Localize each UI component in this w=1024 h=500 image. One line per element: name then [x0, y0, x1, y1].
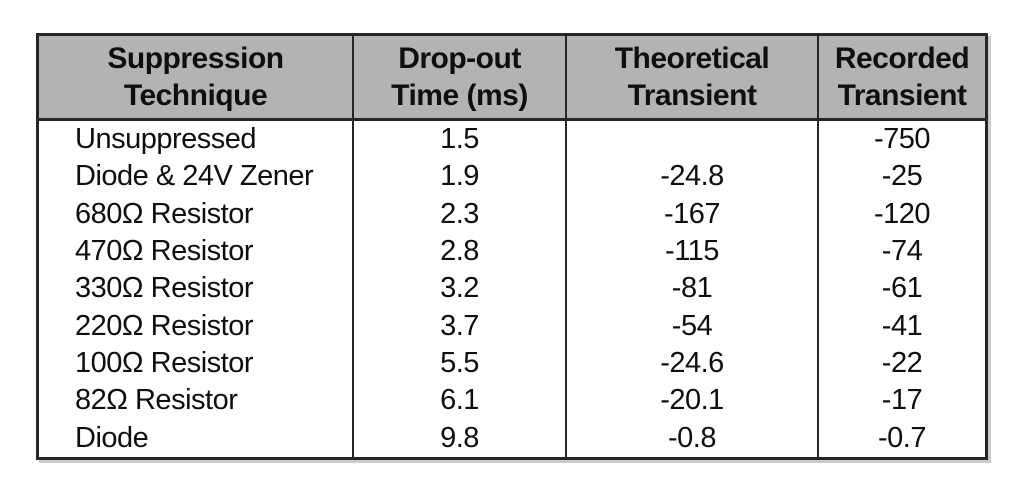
table-cell-dropout: 3.2 — [354, 270, 567, 308]
table-cell-recorded: -25 — [881, 160, 923, 193]
table-row: 470Ω Resistor 2.8 -115 -74 — [39, 232, 985, 271]
table-cell-recorded: -750 — [873, 123, 931, 156]
suppression-comparison-table: Suppression Technique Drop-out Time (ms)… — [36, 33, 988, 460]
header-cell-recorded-transient: Recorded Transient — [819, 36, 985, 118]
header-line: Transient — [627, 79, 757, 112]
table-cell-dropout: 5.5 — [354, 344, 567, 383]
table-row: Diode & 24V Zener 1.9 -24.8 -25 — [39, 158, 985, 196]
table-row: 330Ω Resistor 3.2 -81 -61 — [39, 270, 985, 308]
table-cell-theoretical: -81 — [567, 270, 819, 308]
table-cell-dropout: 9.8 — [354, 419, 567, 457]
table-cell-technique: 680Ω Resistor — [39, 195, 354, 233]
header-line: Technique — [123, 79, 268, 112]
table-row: Diode 9.8 -0.8 -0.7 — [39, 419, 985, 457]
header-line: Drop-out — [398, 42, 521, 75]
table-cell-recorded: -0.7 — [878, 421, 926, 454]
table-cell-technique: 100Ω Resistor — [39, 344, 354, 383]
table-cell-dropout: 1.9 — [354, 158, 567, 196]
table-row: 100Ω Resistor 5.5 -24.6 -22 — [39, 344, 985, 383]
table-cell-technique: Diode — [39, 419, 354, 457]
header-line: Recorded — [834, 42, 970, 75]
header-line: Theoretical — [614, 42, 770, 75]
header-cell-dropout-time: Drop-out Time (ms) — [354, 36, 567, 118]
table-cell-theoretical: -115 — [567, 232, 819, 271]
header-line: Time (ms) — [391, 79, 528, 112]
table-header-row: Suppression Technique Drop-out Time (ms)… — [39, 36, 985, 121]
table-row: Unsuppressed 1.5 -750 — [39, 121, 985, 159]
table-cell-theoretical: -20.1 — [567, 382, 819, 420]
table-body: Unsuppressed 1.5 -750 Diode & 24V Zener 1.9-… — [39, 121, 985, 457]
table-cell-theoretical: -54 — [567, 307, 819, 345]
table-cell-theoretical — [567, 121, 819, 159]
table-cell-technique: Unsuppressed — [39, 121, 354, 159]
table-cell-dropout: 6.1 — [354, 382, 567, 420]
table-cell-theoretical: -167 — [567, 195, 819, 233]
table-cell-dropout: 1.5 — [354, 121, 567, 159]
table-cell-technique: 82Ω Resistor — [39, 382, 354, 420]
table-cell-dropout: 2.3 — [354, 195, 567, 233]
table-row: 680Ω Resistor 2.3 -167 -120 — [39, 195, 985, 233]
table-cell-dropout: 3.7 — [354, 307, 567, 345]
header-line: Suppression — [107, 42, 284, 75]
table-row: 82Ω Resistor 6.1 -20.1 -17 — [39, 382, 985, 420]
table-cell-technique: 220Ω Resistor — [39, 307, 354, 345]
table-cell-recorded: -61 — [881, 272, 923, 305]
table-cell-technique: Diode & 24V Zener — [39, 158, 354, 196]
table-cell-technique: 470Ω Resistor — [39, 232, 354, 271]
table-cell-recorded: -120 — [873, 197, 931, 230]
table-cell-recorded: -74 — [881, 235, 923, 268]
table-cell-dropout: 2.8 — [354, 232, 567, 271]
table-cell-recorded: -41 — [881, 309, 923, 342]
table-cell-theoretical: -0.8 — [567, 419, 819, 457]
header-cell-suppression-technique: Suppression Technique — [39, 36, 354, 118]
table-cell-recorded: -17 — [881, 384, 923, 417]
table-cell-theoretical: -24.8 — [567, 158, 819, 196]
header-line: Transient — [837, 79, 967, 112]
table-cell-theoretical: -24.6 — [567, 344, 819, 383]
header-cell-theoretical-transient: Theoretical Transient — [567, 36, 819, 118]
table-cell-technique: 330Ω Resistor — [39, 270, 354, 308]
table-row: 220Ω Resistor 3.7 -54 -41 — [39, 307, 985, 345]
table-cell-recorded: -22 — [881, 347, 923, 380]
